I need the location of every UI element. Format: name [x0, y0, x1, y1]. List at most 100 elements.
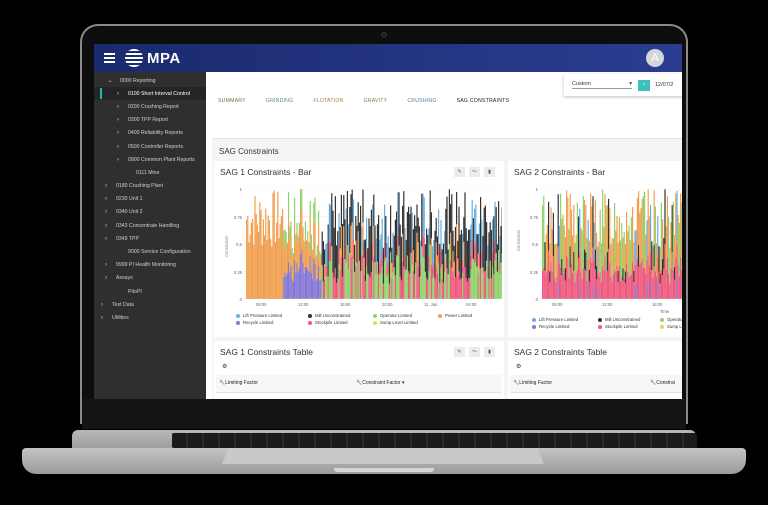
legend-swatch-icon	[598, 317, 602, 322]
legend-item[interactable]: Lift Pressure Limited	[532, 317, 598, 322]
legend-item[interactable]: Stockpile Limited	[308, 320, 373, 325]
legend-item[interactable]: Stockpile Limited	[598, 324, 660, 329]
main-content: Custom ▾ ‹ 12/07/2 SUMMARY GRINDING FLOTAT…	[206, 72, 682, 399]
sidebar-item[interactable]: › 0180 Crushing Plant	[94, 180, 206, 193]
chevron-right-icon: ›	[105, 222, 107, 229]
chevron-right-icon: ›	[117, 143, 119, 150]
column-header-limiting-factor[interactable]: 🔧Limiting Factor	[219, 380, 259, 386]
tab-crushing[interactable]: CRUSHING	[407, 98, 437, 104]
edit-icon[interactable]: ✎	[454, 167, 465, 177]
chevron-right-icon: ›	[105, 183, 107, 190]
app-logo[interactable]: MPA	[125, 49, 181, 67]
trend-icon[interactable]: 〜	[469, 167, 480, 177]
legend-label: Lift Pressure Limited	[243, 313, 283, 318]
legend-item[interactable]: Operator Limited	[660, 317, 682, 322]
tab-sag-constraints[interactable]: SAG CONSTRAINTS	[456, 98, 510, 104]
chevron-right-icon: ›	[105, 275, 107, 282]
chevron-down-icon: ⌄	[107, 78, 113, 85]
legend-label: Mill Unconstrained	[315, 313, 351, 318]
legend-item[interactable]: Recycle Limited	[532, 324, 598, 329]
range-preset-select[interactable]: Custom ▾	[572, 81, 632, 89]
sidebar-item-label: 0200 Crushing Report	[128, 103, 179, 110]
sidebar-item[interactable]: ⌄ 0000 Reporting	[94, 74, 206, 87]
sidebar-item[interactable]: › 0343 Concentrate Handling	[94, 219, 206, 232]
tab-grinding[interactable]: GRINDING	[265, 98, 294, 104]
card-toolbar: ✎ 〜 ▮	[454, 167, 495, 177]
legend-item[interactable]: Power Limited	[438, 313, 498, 318]
y-tick-label: 0.75	[529, 214, 538, 220]
sag1-bar-chart-card: SAG 1 Constraints - Bar ✎ 〜 ▮ Constraint…	[214, 161, 504, 337]
sidebar-item[interactable]: › Assays	[94, 272, 206, 285]
legend-label: Recycle Limited	[539, 324, 570, 329]
sidebar-item[interactable]: › 0300 TPP Report	[94, 114, 206, 127]
sidebar-item[interactable]: › 0340 Unit 2	[94, 206, 206, 219]
legend-item[interactable]: Sump Level Limited	[660, 324, 682, 329]
legend-item[interactable]: Mill Unconstrained	[598, 317, 660, 322]
app-screen: MPA A ⌄ 0000 Reporting › 0100 Short Interva…	[94, 44, 682, 399]
legend-label: Recycle Limited	[243, 320, 274, 325]
sidebar-item-label: 0180 Crushing Plant	[116, 183, 164, 190]
legend-item[interactable]: Recycle Limited	[236, 320, 308, 325]
settings-icon[interactable]: ⚙	[516, 364, 522, 370]
chevron-right-icon: ›	[117, 130, 119, 137]
chevron-right-icon: ›	[117, 117, 119, 124]
tab-summary[interactable]: SUMMARY	[218, 98, 246, 104]
sag2-stacked-bar-plot[interactable]	[540, 189, 682, 299]
sidebar-item[interactable]: › Utilities	[94, 311, 206, 324]
legend-swatch-icon	[236, 313, 240, 318]
sidebar-item-label: 0500 Controller Reports	[128, 143, 184, 150]
edit-icon[interactable]: ✎	[454, 347, 465, 357]
tab-gravity[interactable]: GRAVITY	[363, 98, 388, 104]
card-toolbar: ✎ 〜 ▮	[454, 347, 495, 357]
legend-item[interactable]: Sump Level Limited	[373, 320, 438, 325]
menu-icon[interactable]	[104, 53, 115, 63]
legend-swatch-icon	[438, 313, 442, 318]
user-avatar[interactable]: A	[646, 49, 664, 67]
sidebar-item-label: 0100 Short Interval Control	[128, 90, 190, 97]
section-tabs: SUMMARY GRINDING FLOTATION GRAVITY CRUSHING S…	[218, 98, 509, 104]
legend-label: Mill Unconstrained	[605, 317, 641, 322]
sidebar-item[interactable]: › 0200 Crushing Report	[94, 100, 206, 113]
tab-flotation[interactable]: FLOTATION	[313, 98, 344, 104]
sidebar-item[interactable]: › 0400 Reliability Reports	[94, 127, 206, 140]
laptop-deck	[72, 430, 697, 450]
sidebar-item[interactable]: › 9999 PI Health Monitoring	[94, 259, 206, 272]
sidebar-item-label: 0343 Concentrate Handling	[116, 222, 180, 229]
sidebar-item[interactable]: › Test Data	[94, 298, 206, 311]
sag1-stacked-bar-plot[interactable]	[244, 189, 502, 299]
globe-logo-icon	[125, 49, 143, 67]
range-start-date[interactable]: 12/07/2	[655, 82, 674, 88]
sidebar-item[interactable]: › 0349 TPP	[94, 232, 206, 245]
sort-icon: ▾	[401, 380, 405, 386]
sidebar-item[interactable]: 0111 Mine	[94, 166, 206, 179]
chevron-right-icon: ›	[117, 90, 119, 97]
sidebar-item[interactable]: PitoPI	[94, 285, 206, 298]
legend-label: Power Limited	[445, 313, 473, 318]
trend-icon[interactable]: 〜	[469, 347, 480, 357]
sidebar-item[interactable]: › 0230 Unit 1	[94, 193, 206, 206]
sag-constraints-panel: SAG Constraints SAG 1 Constraints - Bar …	[212, 138, 682, 399]
app-name: MPA	[147, 49, 181, 67]
settings-icon[interactable]: ⚙	[222, 364, 228, 370]
legend-label: Operator Limited	[380, 313, 413, 318]
sidebar-item[interactable]: › 0900 Common Plant Reports	[94, 153, 206, 166]
previous-range-button[interactable]: ‹	[638, 79, 650, 91]
trackpad	[222, 448, 544, 464]
sidebar-item-label: Assays	[116, 275, 133, 282]
legend-item[interactable]: Lift Pressure Limited	[236, 313, 308, 318]
sidebar-item[interactable]: 9000 Service Configuration	[94, 245, 206, 258]
legend-item[interactable]: Operator Limited	[373, 313, 438, 318]
legend-item[interactable]: Mill Unconstrained	[308, 313, 373, 318]
chevron-right-icon: ›	[117, 103, 119, 110]
sidebar-item[interactable]: › 0100 Short Interval Control	[94, 87, 206, 101]
delete-icon[interactable]: ▮	[484, 347, 495, 357]
delete-icon[interactable]: ▮	[484, 167, 495, 177]
chart-legend: Lift Pressure Limited Mill Unconstrained O…	[236, 313, 498, 325]
column-header-limiting-factor[interactable]: 🔧Limiting Factor	[513, 380, 553, 386]
sidebar-item[interactable]: › 0500 Controller Reports	[94, 140, 206, 153]
laptop-bezel-bottom	[82, 399, 686, 429]
table-header: 🔧Limiting Factor 🔧Constrai	[510, 375, 682, 393]
column-header-constraint-factor[interactable]: 🔧Constraint Factor ▾	[356, 380, 405, 386]
x-tick-label: 08:00	[552, 302, 563, 307]
column-header-constraint-factor[interactable]: 🔧Constrai	[650, 380, 675, 386]
